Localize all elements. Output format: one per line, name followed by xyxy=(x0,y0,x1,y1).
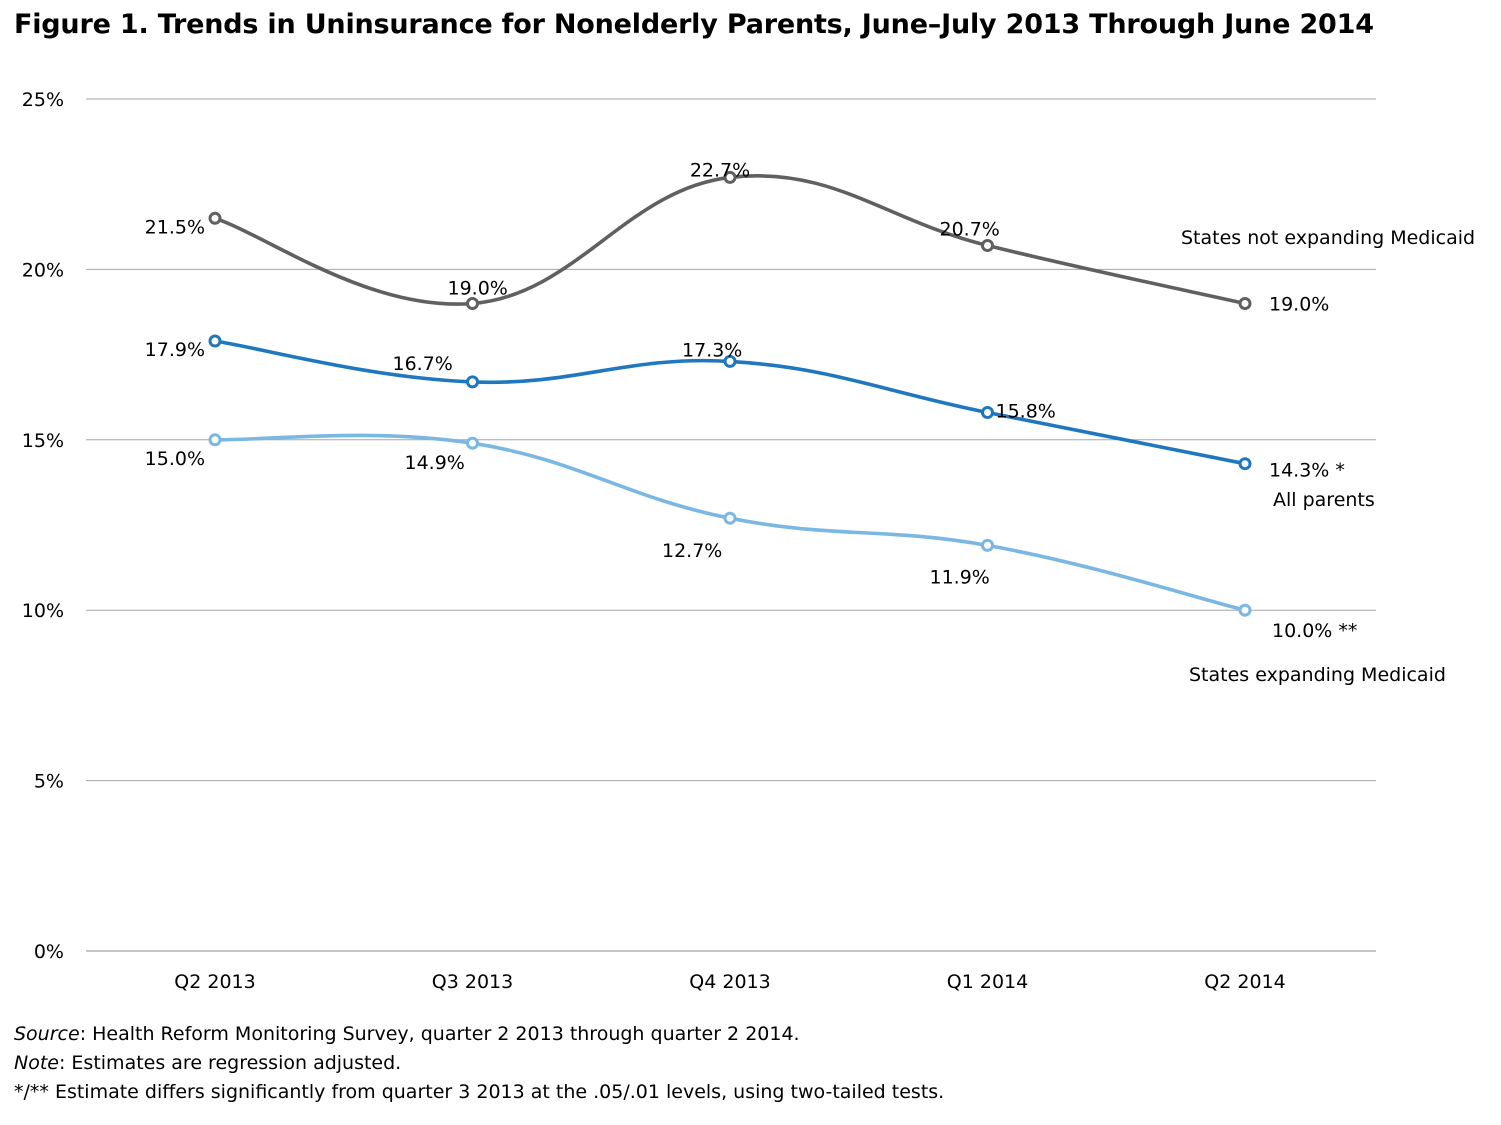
data-label: 21.5% xyxy=(145,216,205,238)
data-label: 17.3% xyxy=(682,339,742,361)
gridlines xyxy=(86,98,1376,952)
x-tick-label: Q2 2013 xyxy=(174,971,255,993)
source-note: Source: Health Reform Monitoring Survey,… xyxy=(14,1020,1484,1049)
y-tick-label: 5% xyxy=(34,771,64,793)
data-point xyxy=(723,170,737,184)
chart-title: Figure 1. Trends in Uninsurance for None… xyxy=(14,9,1374,40)
y-tick-label: 25% xyxy=(22,89,64,111)
data-point xyxy=(981,538,994,552)
series-lines xyxy=(213,174,1247,612)
data-label: 19.0% xyxy=(448,278,508,300)
data-point xyxy=(466,436,479,450)
data-label: 22.7% xyxy=(690,159,750,181)
x-axis: Q2 2013 Q3 2013 Q4 2013 Q1 2014 Q2 2014 xyxy=(174,971,1285,993)
note-text: : Estimates are regression adjusted. xyxy=(58,1052,402,1074)
x-tick-label: Q4 2013 xyxy=(689,971,770,993)
significance-note: */** Estimate differs significantly from… xyxy=(14,1081,945,1103)
data-label: 16.7% xyxy=(393,353,453,375)
x-tick-label: Q3 2013 xyxy=(432,971,513,993)
data-label: 14.3% * xyxy=(1269,460,1345,482)
x-tick-label: Q1 2014 xyxy=(947,971,1028,993)
source-text: : Health Reform Monitoring Survey, quart… xyxy=(79,1023,800,1045)
data-label: 20.7% xyxy=(940,219,1000,241)
y-tick-label: 10% xyxy=(22,600,64,622)
data-label: 10.0% ** xyxy=(1272,620,1357,642)
data-label: 14.9% xyxy=(405,452,465,474)
data-label: 12.7% xyxy=(662,540,722,562)
y-tick-label: 0% xyxy=(34,941,64,963)
data-point xyxy=(723,354,737,368)
series-name-label: All parents xyxy=(1273,489,1375,511)
data-label: 11.9% xyxy=(930,566,990,588)
y-tick-label: 20% xyxy=(22,259,64,281)
source-label: Source xyxy=(14,1023,80,1045)
data-point xyxy=(208,211,222,225)
data-labels: 21.5% 19.0% 22.7% 20.7% 19.0% 17.9% 16.7% 17.3%… xyxy=(145,159,1358,642)
data-point xyxy=(1238,603,1252,617)
data-point xyxy=(1238,297,1252,310)
data-point xyxy=(208,334,222,348)
series-name-label: States expanding Medicaid xyxy=(1189,664,1446,686)
data-point xyxy=(466,375,479,389)
series-name-label: States not expanding Medicaid xyxy=(1181,227,1475,249)
data-point xyxy=(466,297,479,310)
series-points xyxy=(208,170,1252,617)
y-axis: 0% 5% 10% 15% 20% 25% xyxy=(22,89,64,963)
series-name-labels: States not expanding Medicaid All parents… xyxy=(1181,227,1475,686)
chart-notes: Source: Health Reform Monitoring Survey,… xyxy=(14,1020,1484,1107)
x-tick-label: Q2 2014 xyxy=(1204,971,1285,993)
y-tick-label: 15% xyxy=(22,430,64,452)
note-label: Note xyxy=(14,1052,59,1074)
series-line xyxy=(213,174,1247,306)
data-label: 15.0% xyxy=(145,448,205,470)
data-point xyxy=(981,239,994,252)
data-point xyxy=(981,406,994,419)
regression-note: Note: Estimates are regression adjusted. xyxy=(14,1049,1484,1078)
data-label: 17.9% xyxy=(145,339,205,361)
data-point xyxy=(1238,457,1252,471)
data-label: 19.0% xyxy=(1269,294,1329,316)
data-point xyxy=(208,433,222,447)
data-point xyxy=(723,511,737,525)
data-label: 15.8% xyxy=(996,401,1056,423)
